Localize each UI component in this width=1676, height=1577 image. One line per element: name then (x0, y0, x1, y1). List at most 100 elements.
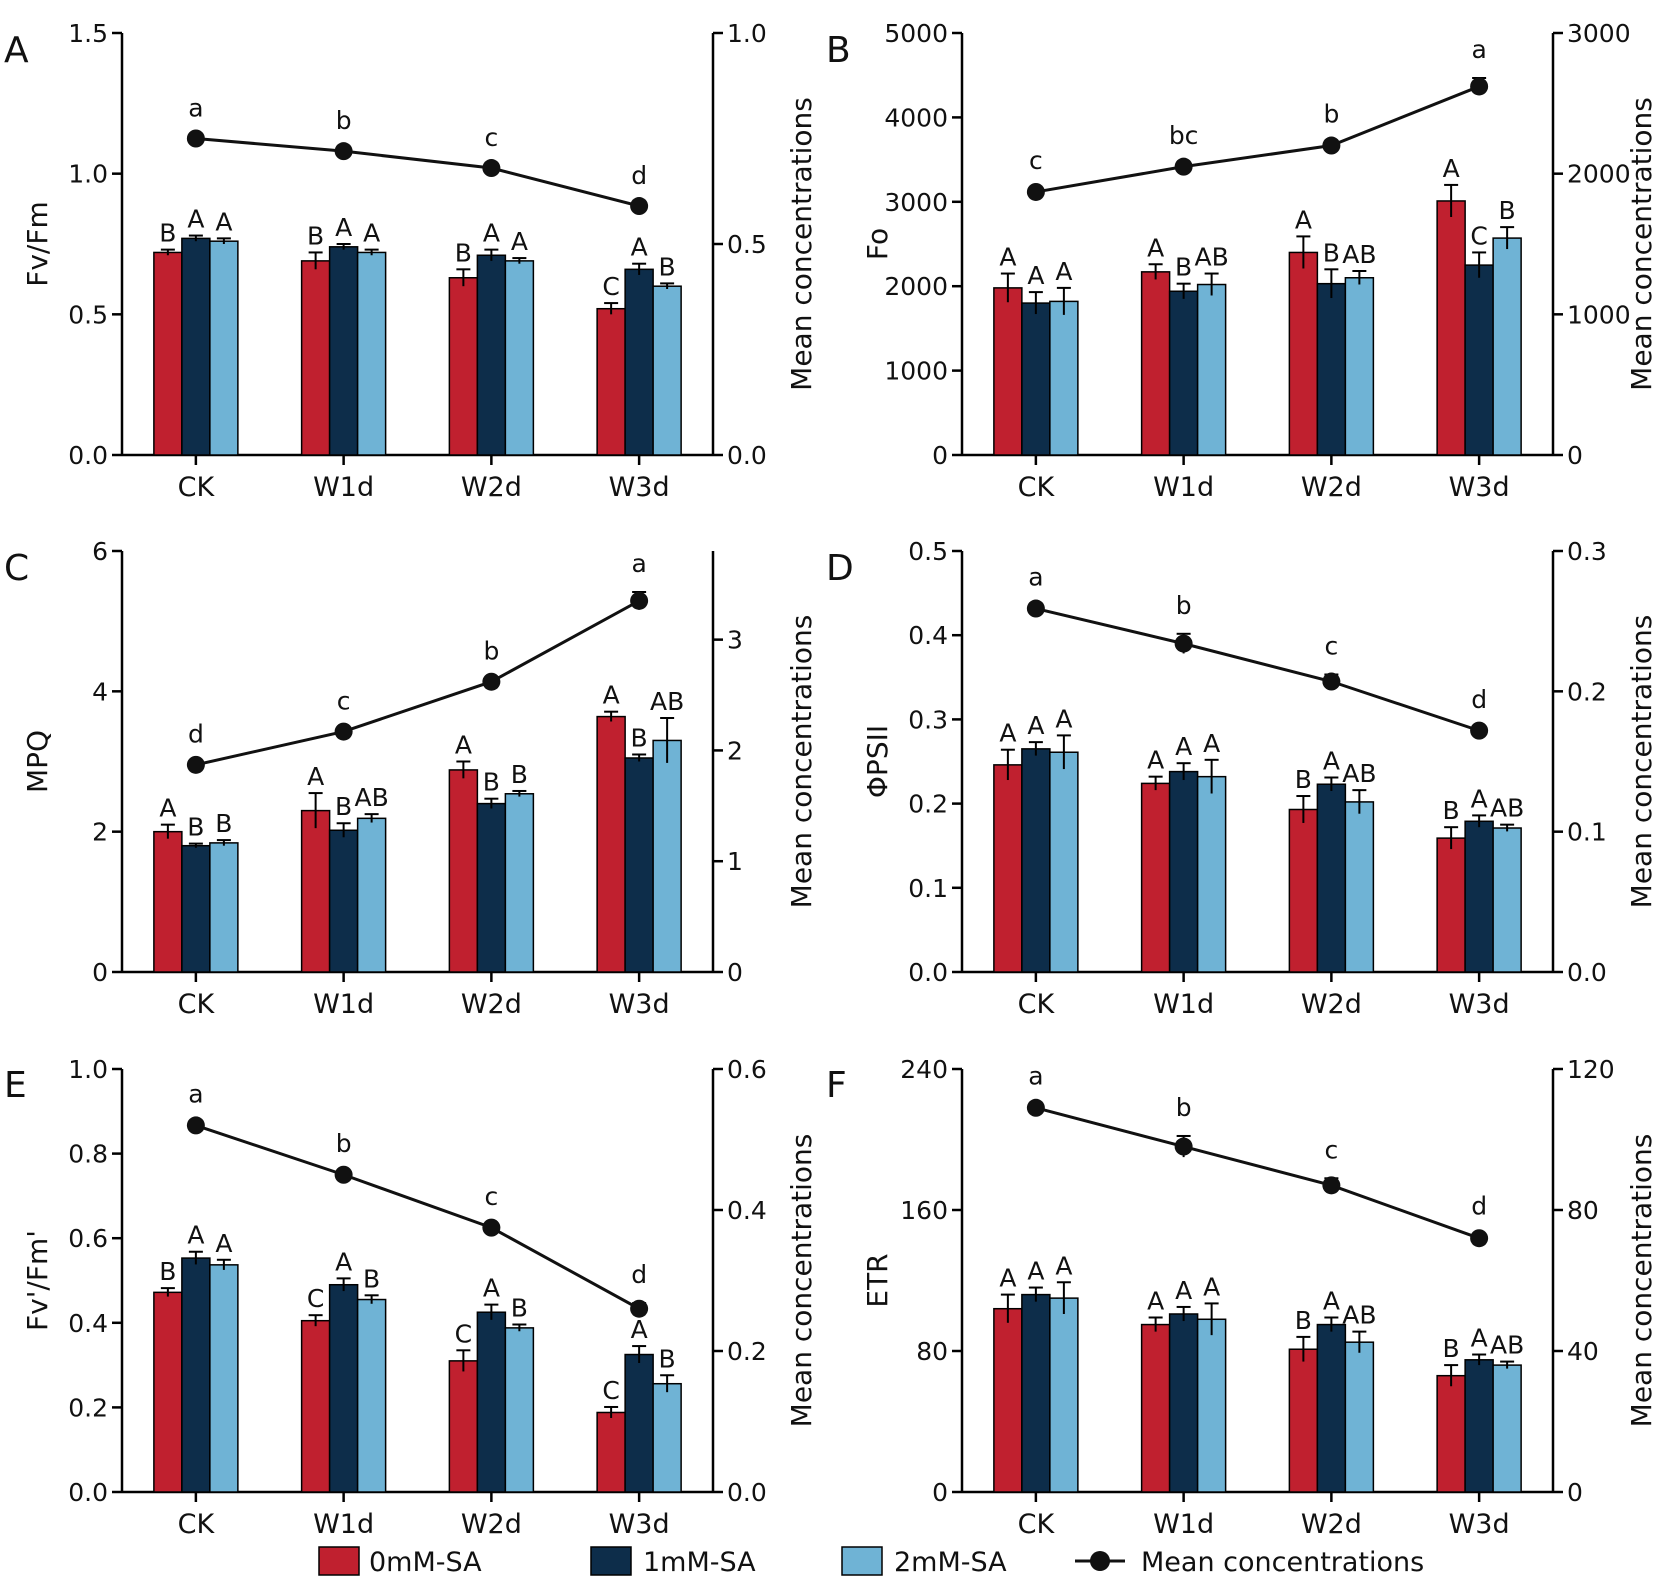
bar-2mM-SA-W3d (1492, 237, 1522, 456)
y-tick-label: 0.0 (68, 441, 108, 470)
bar-1mM-SA-W3d (624, 1353, 654, 1493)
y-tick-label: 0.0 (908, 958, 948, 987)
bar-0mM-SA-W3d (1436, 1374, 1466, 1493)
y-tick-label: 80 (916, 1337, 948, 1366)
mean-point-CK (186, 129, 205, 148)
mean-line (1035, 607, 1480, 733)
legend-swatch-1mM-SA (590, 1546, 632, 1576)
x-tick-label: W1d (313, 472, 374, 503)
x-tick-label: W2d (461, 472, 522, 503)
bar-1mM-SA-W3d (624, 268, 654, 456)
bar-0mM-SA-W2d (448, 1360, 479, 1493)
panel-E: E 0.0 0.2 0.4 0.6 0.8 1.0 0.0 0.2 0.4 0.6 Fv'/Fm' Me… (4, 1055, 818, 1540)
sig-label-1mM-SA-W1d: B (335, 792, 352, 821)
sig-label-2mM-SA-CK: B (215, 809, 232, 838)
sig-label-1mM-SA-W2d: A (483, 219, 500, 248)
y-tick-label: 3000 (884, 188, 948, 217)
sig-label-0mM-SA-W2d: A (455, 731, 472, 760)
bar-1mM-SA-W1d (328, 246, 359, 456)
sig-label-0mM-SA-W3d: B (1443, 796, 1460, 825)
x-tick-label: W2d (1301, 1509, 1362, 1540)
sig-label-1mM-SA-W1d: A (1175, 732, 1192, 761)
x-tick-label: W3d (609, 989, 670, 1020)
bar-2mM-SA-W2d (1344, 801, 1375, 973)
mean-sig-label-CK: d (188, 720, 204, 749)
bar-1mM-SA-W3d (1464, 1359, 1494, 1493)
sig-label-1mM-SA-CK: A (1027, 261, 1044, 290)
mean-point-W1d (334, 722, 353, 741)
bar-0mM-SA-W2d (448, 277, 479, 456)
bar-2mM-SA-W1d (356, 251, 387, 456)
x-tick-label: CK (1018, 989, 1056, 1020)
mean-sig-label-W3d: a (1471, 35, 1486, 64)
mean-point-W3d (630, 1299, 649, 1318)
x-tick-label: W2d (1301, 472, 1362, 503)
mean-sig-label-W2d: b (1323, 100, 1339, 129)
sig-label-2mM-SA-CK: A (215, 1229, 232, 1258)
sig-label-1mM-SA-W1d: A (335, 1247, 352, 1276)
sig-label-0mM-SA-W1d: A (1147, 233, 1164, 262)
y-axis-title: Fo (861, 228, 894, 260)
bar-0mM-SA-CK (153, 830, 183, 973)
y2-tick-label: 2 (727, 736, 743, 765)
y-axis-title: ΦPSII (861, 725, 894, 798)
sig-label-0mM-SA-W1d: A (1147, 746, 1164, 775)
sig-label-1mM-SA-W2d: A (483, 1274, 500, 1303)
mean-sig-label-W3d: a (631, 549, 646, 578)
bar-2mM-SA-W2d (504, 260, 535, 456)
x-tick-label: CK (178, 472, 216, 503)
y2-tick-label: 0 (1567, 441, 1583, 470)
x-tick-label: W1d (313, 1509, 374, 1540)
y-tick-label: 0.3 (908, 705, 948, 734)
bar-1mM-SA-CK (181, 844, 211, 973)
mean-sig-label-W2d: c (1325, 1135, 1339, 1164)
mean-sig-label-W2d: c (485, 123, 499, 152)
x-tick-label: CK (178, 1509, 216, 1540)
bar-1mM-SA-W3d (1464, 264, 1494, 456)
sig-label-2mM-SA-W1d: B (363, 1264, 380, 1293)
x-tick-label: CK (1018, 472, 1056, 503)
bar-0mM-SA-CK (993, 1307, 1023, 1493)
mean-point-CK (1026, 182, 1045, 201)
sig-label-0mM-SA-CK: A (999, 243, 1016, 272)
sig-label-0mM-SA-W2d: A (1295, 205, 1312, 234)
sig-label-0mM-SA-W1d: C (307, 1284, 324, 1313)
sig-label-1mM-SA-W3d: A (631, 1315, 648, 1344)
mean-point-W3d (1470, 1229, 1489, 1248)
bar-0mM-SA-W1d (300, 809, 331, 973)
y-tick-label: 1000 (884, 357, 948, 386)
mean-point-W2d (1322, 672, 1341, 691)
chart-panels: A 0.0 0.5 1.0 1.5 0.0 0.5 1.0 Fv/Fm Mean concentr… (4, 19, 1658, 1540)
bar-2mM-SA-CK (209, 842, 239, 973)
mean-sig-label-CK: a (188, 93, 203, 122)
sig-label-0mM-SA-CK: A (159, 794, 176, 823)
bar-1mM-SA-W2d (1316, 1323, 1347, 1493)
bar-2mM-SA-W1d (1196, 775, 1227, 973)
legend-swatch-2mM-SA (841, 1546, 883, 1576)
bar-2mM-SA-CK (1049, 751, 1079, 973)
mean-sig-label-W1d: b (1176, 591, 1192, 620)
sig-label-0mM-SA-W3d: C (602, 272, 619, 301)
y-tick-label: 0.4 (68, 1309, 108, 1338)
mean-point-W2d (482, 672, 501, 691)
sig-label-2mM-SA-W1d: AB (1194, 243, 1228, 272)
sig-label-2mM-SA-W3d: B (659, 252, 676, 281)
bar-2mM-SA-W2d (1344, 277, 1375, 456)
sig-label-2mM-SA-W2d: B (511, 1293, 528, 1322)
y-tick-label: 0.8 (68, 1140, 108, 1169)
panel-letter-E: E (4, 1065, 27, 1106)
bar-2mM-SA-W2d (504, 1327, 535, 1493)
sig-label-2mM-SA-W1d: AB (354, 783, 388, 812)
x-tick-label: W1d (1153, 472, 1214, 503)
y-tick-label: 0.4 (908, 621, 948, 650)
sig-label-0mM-SA-W3d: A (603, 681, 620, 710)
sig-label-1mM-SA-W3d: A (1471, 784, 1488, 813)
sig-label-1mM-SA-W3d: C (1470, 221, 1487, 250)
bar-2mM-SA-W3d (652, 285, 682, 456)
sig-label-0mM-SA-W2d: B (455, 238, 472, 267)
y2-tick-label: 0.0 (727, 441, 767, 470)
bar-2mM-SA-CK (209, 1264, 239, 1493)
bar-1mM-SA-W2d (476, 1311, 507, 1493)
legend-label-1mM-SA: 1mM-SA (643, 1547, 756, 1577)
sig-label-0mM-SA-W2d: B (1295, 1306, 1312, 1335)
